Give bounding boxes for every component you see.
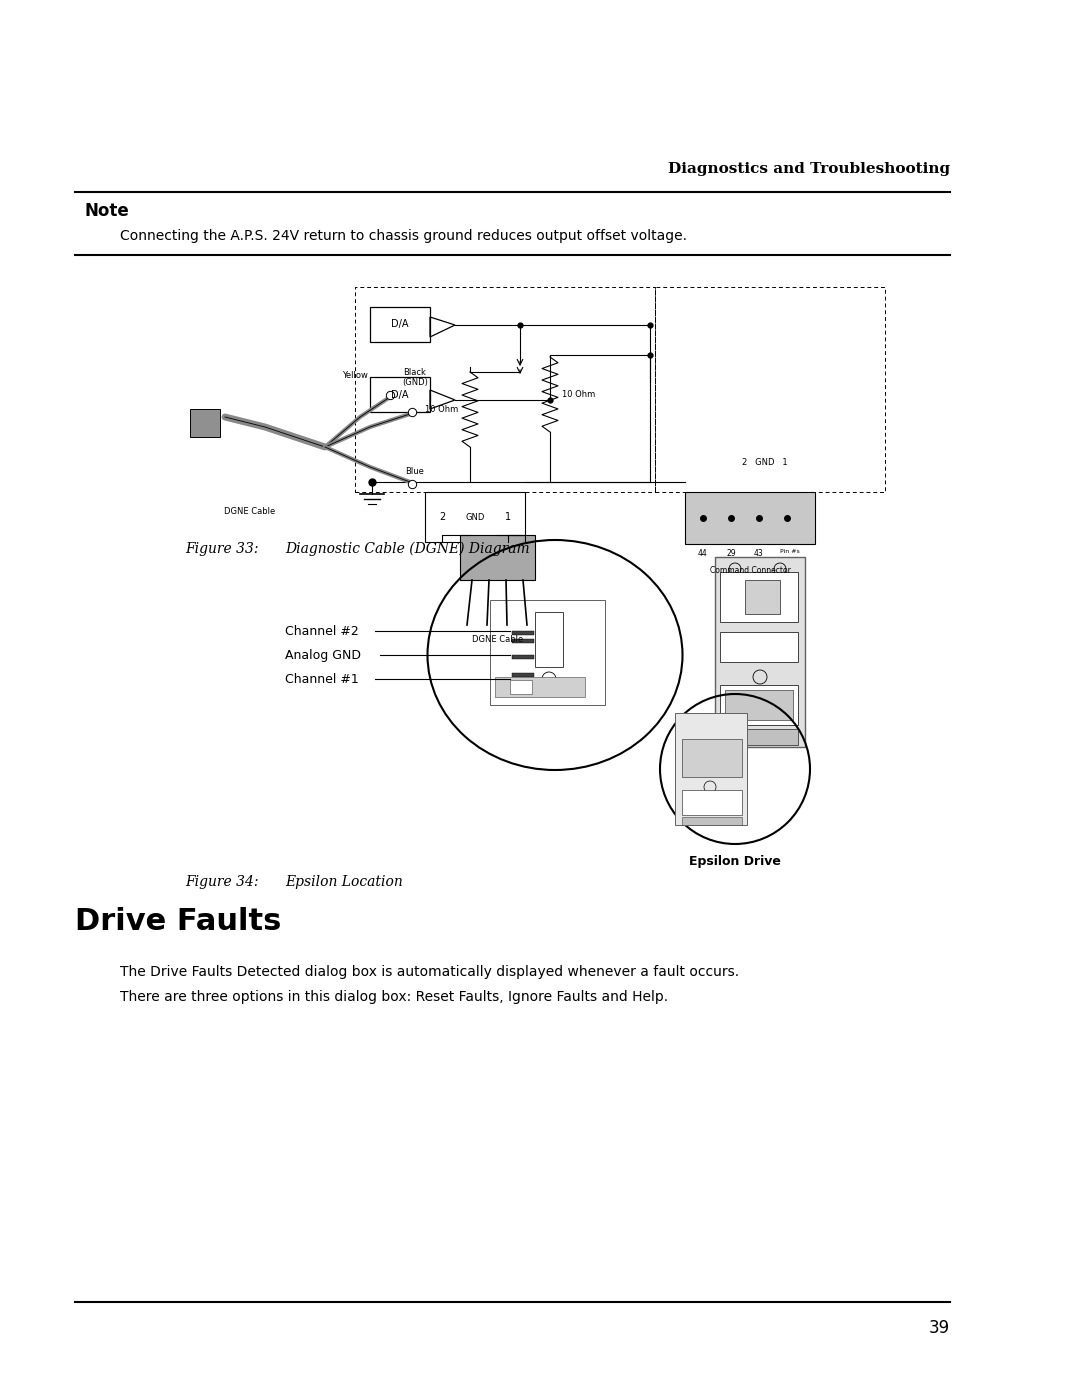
Text: DGNE Cable: DGNE Cable xyxy=(472,636,523,644)
Text: Channel #1: Channel #1 xyxy=(285,672,359,686)
Text: Yellow: Yellow xyxy=(342,372,368,380)
Text: Drive Faults: Drive Faults xyxy=(75,907,282,936)
Bar xyxy=(720,685,798,725)
Text: 10 Ohm: 10 Ohm xyxy=(562,390,595,398)
Text: Connecting the A.P.S. 24V return to chassis ground reduces output offset voltage: Connecting the A.P.S. 24V return to chas… xyxy=(120,229,687,243)
Bar xyxy=(495,678,585,697)
Bar xyxy=(720,571,798,622)
Text: The Drive Faults Detected dialog box is automatically displayed whenever a fault: The Drive Faults Detected dialog box is … xyxy=(120,965,739,979)
Text: Channel #2: Channel #2 xyxy=(285,624,359,637)
Text: Figure 33:: Figure 33: xyxy=(185,542,258,556)
Bar xyxy=(490,599,605,705)
Bar xyxy=(535,612,563,666)
Text: Pin #s: Pin #s xyxy=(780,549,800,555)
Bar xyxy=(745,580,780,615)
Bar xyxy=(512,655,534,659)
Text: 2   GND   1: 2 GND 1 xyxy=(742,457,787,467)
Bar xyxy=(370,307,430,342)
Text: 1: 1 xyxy=(505,511,511,522)
Bar xyxy=(426,492,525,542)
Text: GND: GND xyxy=(465,513,485,521)
Bar xyxy=(370,377,430,412)
Text: Analog GND: Analog GND xyxy=(285,648,361,662)
Text: D/A: D/A xyxy=(391,320,408,330)
Text: Diagnostics and Troubleshooting: Diagnostics and Troubleshooting xyxy=(667,162,950,176)
Bar xyxy=(715,557,805,747)
Text: 2: 2 xyxy=(438,511,445,522)
Text: Note: Note xyxy=(85,203,130,219)
Text: Blue: Blue xyxy=(406,467,424,476)
Bar xyxy=(512,638,534,643)
Bar xyxy=(681,817,742,826)
Text: Epsilon Location: Epsilon Location xyxy=(285,875,403,888)
Text: D/A: D/A xyxy=(391,390,408,400)
Bar xyxy=(725,690,793,719)
Bar xyxy=(685,492,815,543)
Text: 39: 39 xyxy=(929,1319,950,1337)
Bar xyxy=(720,729,798,745)
Text: 29: 29 xyxy=(726,549,735,557)
Text: Command Connector: Command Connector xyxy=(710,566,791,576)
Text: Diagnostic Cable (DGNE) Diagram: Diagnostic Cable (DGNE) Diagram xyxy=(285,542,529,556)
Bar xyxy=(681,739,742,777)
Bar xyxy=(512,631,534,636)
Text: 44: 44 xyxy=(698,549,707,557)
Text: There are three options in this dialog box: Reset Faults, Ignore Faults and Help: There are three options in this dialog b… xyxy=(120,990,669,1004)
Bar xyxy=(675,712,747,826)
Text: Epsilon Drive: Epsilon Drive xyxy=(689,855,781,868)
Text: 10 Ohm: 10 Ohm xyxy=(426,405,458,414)
Text: Figure 34:: Figure 34: xyxy=(185,875,258,888)
Bar xyxy=(720,631,798,662)
Bar xyxy=(460,535,535,580)
Bar xyxy=(681,789,742,814)
Text: DGNE Cable: DGNE Cable xyxy=(225,507,275,515)
Bar xyxy=(190,409,220,437)
Text: 43: 43 xyxy=(754,549,764,557)
Bar xyxy=(510,680,532,694)
Text: Black
(GND): Black (GND) xyxy=(402,367,428,387)
Bar xyxy=(512,673,534,678)
